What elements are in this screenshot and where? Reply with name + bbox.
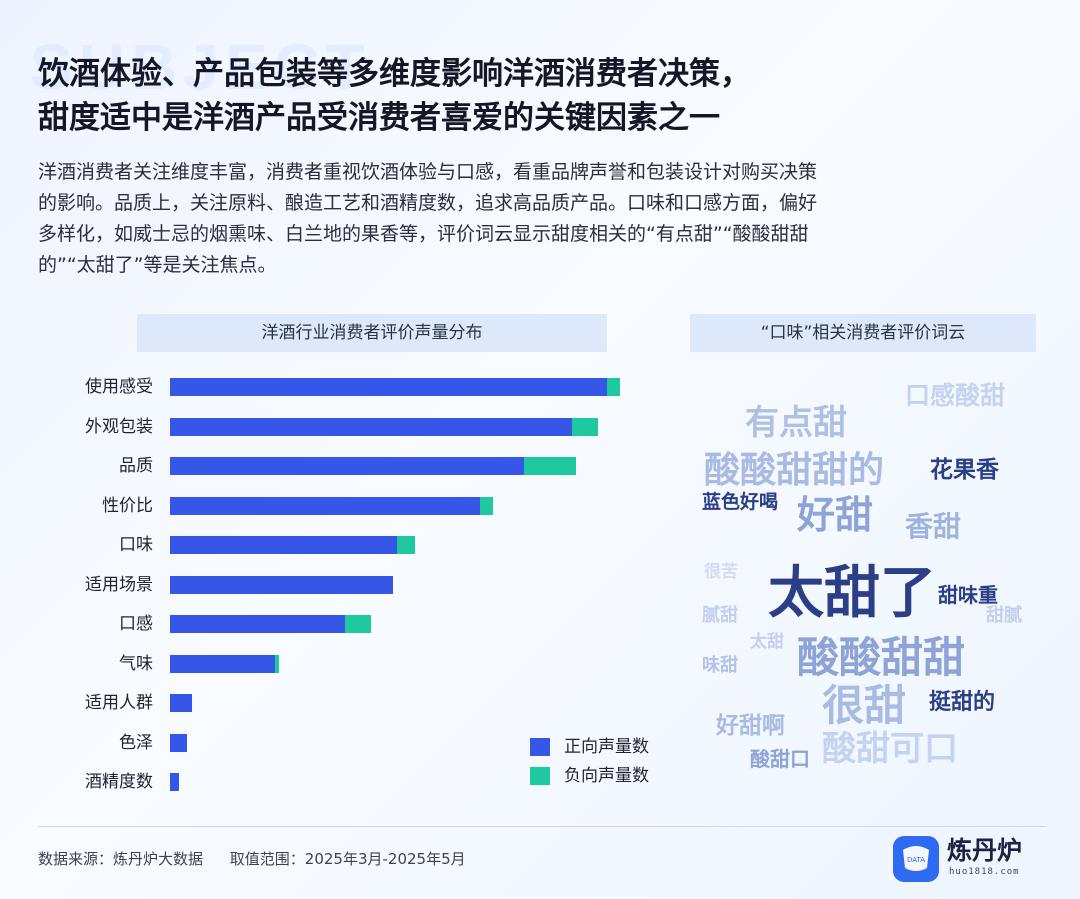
page-title: 饮酒体验、产品包装等多维度影响洋酒消费者决策， 甜度适中是洋酒产品受消费者喜爱的…	[38, 52, 1048, 140]
bar-category-label: 气味	[119, 653, 153, 674]
bar-positive	[170, 694, 192, 712]
bar-category-label: 性价比	[102, 495, 153, 516]
legend-negative: 负向声量数	[530, 764, 649, 788]
bar-category-label: 外观包装	[85, 416, 153, 437]
legend-label-positive: 正向声量数	[564, 737, 649, 757]
bar-positive	[170, 496, 481, 515]
word-cloud-word: 口感酸甜	[905, 381, 1006, 410]
bar-positive	[170, 733, 188, 752]
bar-category-label: 使用感受	[85, 377, 153, 397]
word-cloud-word: 花果香	[930, 457, 999, 483]
logo-icon: DATA	[893, 836, 939, 882]
word-cloud-word: 甜味重	[938, 583, 998, 607]
bar-category-label: 酒精度数	[85, 772, 153, 792]
bar-negative	[397, 536, 415, 554]
data-range: 取值范围：2025年3月-2025年5月	[229, 850, 466, 868]
bar-category-label: 口感	[119, 614, 153, 634]
bar-positive	[170, 536, 398, 554]
bar-chart-header: 洋酒行业消费者评价声量分布	[137, 314, 607, 352]
word-cloud-word: 酸甜口	[750, 747, 810, 771]
word-cloud-word: 太甜了	[768, 561, 936, 626]
page-subtitle: 洋酒消费者关注维度丰富，消费者重视饮酒体验与口感，看重品牌声誉和包装设计对购买决…	[38, 157, 1048, 281]
legend-swatch-positive	[530, 738, 550, 756]
bar-negative	[523, 457, 577, 475]
bar-category-label: 适用人群	[85, 693, 153, 713]
word-cloud-word: 香甜	[905, 510, 962, 543]
legend-positive: 正向声量数	[530, 735, 649, 759]
legend-label-negative: 负向声量数	[564, 766, 649, 786]
logo-url: huo1818.com	[949, 867, 1020, 877]
word-cloud-word: 挺甜的	[929, 690, 996, 715]
word-cloud-word: 甜腻	[986, 605, 1022, 626]
bar-positive	[170, 575, 393, 594]
data-source: 数据来源：炼丹炉大数据	[38, 850, 204, 868]
bar-category-label: 口味	[119, 535, 153, 555]
bar-category-label: 适用场景	[85, 574, 153, 595]
word-cloud-word: 有点甜	[745, 403, 847, 443]
subtitle-line: 多样化，如威士忌的烟熏味、白兰地的果香等，评价词云显示甜度相关的“有点甜”“酸酸…	[38, 223, 809, 245]
background-watermark: SUBJECT	[30, 31, 371, 103]
word-cloud-header: “口味”相关消费者评价词云	[690, 314, 1036, 352]
bar-negative	[344, 615, 371, 633]
word-cloud-word: 腻甜	[702, 605, 738, 626]
subtitle-line: 的”“太甜了”等是关注焦点。	[38, 254, 277, 276]
bar-negative	[480, 496, 494, 515]
brand-logo: DATA 炼丹炉 huo1818.com	[893, 836, 1053, 882]
bar-positive	[170, 773, 179, 791]
word-cloud-word: 蓝色好喝	[702, 491, 779, 513]
word-cloud-word: 好甜	[797, 493, 874, 537]
word-cloud-word: 酸酸甜甜的	[704, 450, 885, 491]
word-cloud-word: 酸甜可口	[822, 729, 958, 769]
bar-positive	[170, 378, 607, 396]
bar-positive	[170, 417, 572, 436]
logo-name: 炼丹炉	[947, 836, 1023, 865]
bar-negative	[571, 417, 599, 436]
bar-negative	[606, 378, 620, 396]
bar-category-label: 色泽	[119, 732, 153, 753]
bar-positive	[170, 654, 275, 673]
subtitle-line: 的影响。品质上，关注原料、酿造工艺和酒精度数，追求高品质产品。口味和口感方面，偏…	[38, 192, 818, 214]
bar-negative	[274, 654, 280, 673]
subtitle-line: 洋酒消费者关注维度丰富，消费者重视饮酒体验与口感，看重品牌声誉和包装设计对购买决…	[38, 161, 818, 183]
bar-category-label: 品质	[119, 456, 153, 476]
word-cloud-word: 酸酸甜甜	[797, 633, 966, 682]
bar-positive	[170, 615, 345, 633]
word-cloud-word: 很苦	[704, 562, 738, 582]
logo-icon-text: DATA	[907, 856, 925, 864]
word-cloud-word: 好甜啊	[716, 713, 785, 739]
word-cloud-word: 很甜	[822, 681, 907, 730]
word-cloud-word: 味甜	[702, 655, 738, 676]
title-line-1: 饮酒体验、产品包装等多维度影响洋酒消费者决策，	[38, 56, 751, 92]
footer-divider	[38, 826, 1046, 827]
word-cloud-word: 太甜	[750, 632, 784, 652]
title-line-2: 甜度适中是洋酒产品受消费者喜爱的关键因素之一	[38, 100, 720, 136]
footer: 数据来源：炼丹炉大数据 取值范围：2025年3月-2025年5月	[38, 848, 466, 869]
legend-swatch-negative	[530, 767, 550, 785]
bar-positive	[170, 457, 524, 475]
